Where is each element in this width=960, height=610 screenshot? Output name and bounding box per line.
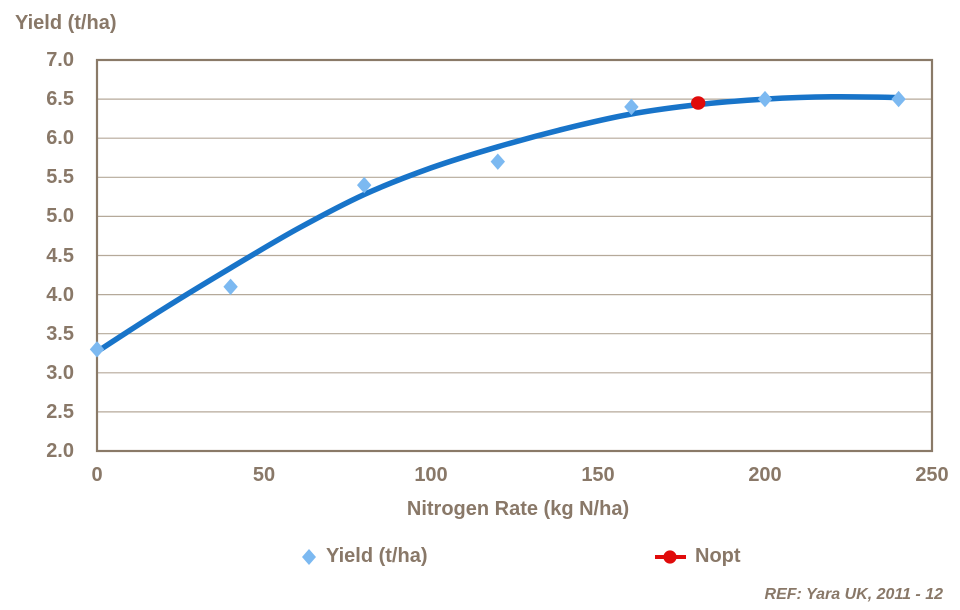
legend-item-yield: Yield (t/ha) <box>301 545 427 568</box>
yield-point <box>490 153 505 170</box>
y-tick-label: 5.5 <box>46 166 74 189</box>
x-tick-label: 0 <box>91 464 103 486</box>
y-tick-label: 6.5 <box>46 88 74 111</box>
x-axis-title: Nitrogen Rate (kg N/ha) <box>406 498 630 520</box>
yield-point <box>757 90 773 108</box>
y-tick-label: 6.0 <box>46 127 74 150</box>
nopt-point <box>691 96 706 110</box>
x-tick-label: 250 <box>915 464 949 486</box>
yield-point <box>357 176 372 194</box>
y-tick-label: 4.0 <box>46 283 74 306</box>
yield-point <box>89 341 105 358</box>
diamond-marker-icon <box>302 548 316 565</box>
yield-point <box>624 98 639 116</box>
circle-line-marker-icon <box>655 549 686 564</box>
trend-curve <box>94 93 902 355</box>
x-tick-label: 100 <box>414 464 448 486</box>
y-tick-label: 4.5 <box>46 244 74 267</box>
y-axis-title: Yield (t/ha) <box>15 12 117 34</box>
y-tick-label: 3.5 <box>46 322 74 345</box>
y-tick-label: 2.0 <box>46 440 74 462</box>
legend-label-yield: Yield (t/ha) <box>326 545 428 567</box>
x-tick-label: 200 <box>748 464 782 486</box>
y-tick-label: 2.5 <box>46 400 74 423</box>
y-tick-label: 7.0 <box>46 49 74 71</box>
y-tick-label: 5.0 <box>46 205 74 228</box>
yield-point <box>223 278 238 295</box>
x-tick-label: 50 <box>252 464 276 486</box>
reference-text: REF: Yara UK, 2011 - 12 <box>764 586 943 603</box>
legend-item-nopt: Nopt <box>655 545 741 568</box>
yield-point <box>891 90 906 108</box>
plot-border <box>95 58 934 453</box>
legend-label-nopt: Nopt <box>695 545 741 567</box>
x-tick-label: 150 <box>581 464 615 486</box>
y-tick-label: 3.0 <box>46 361 74 384</box>
